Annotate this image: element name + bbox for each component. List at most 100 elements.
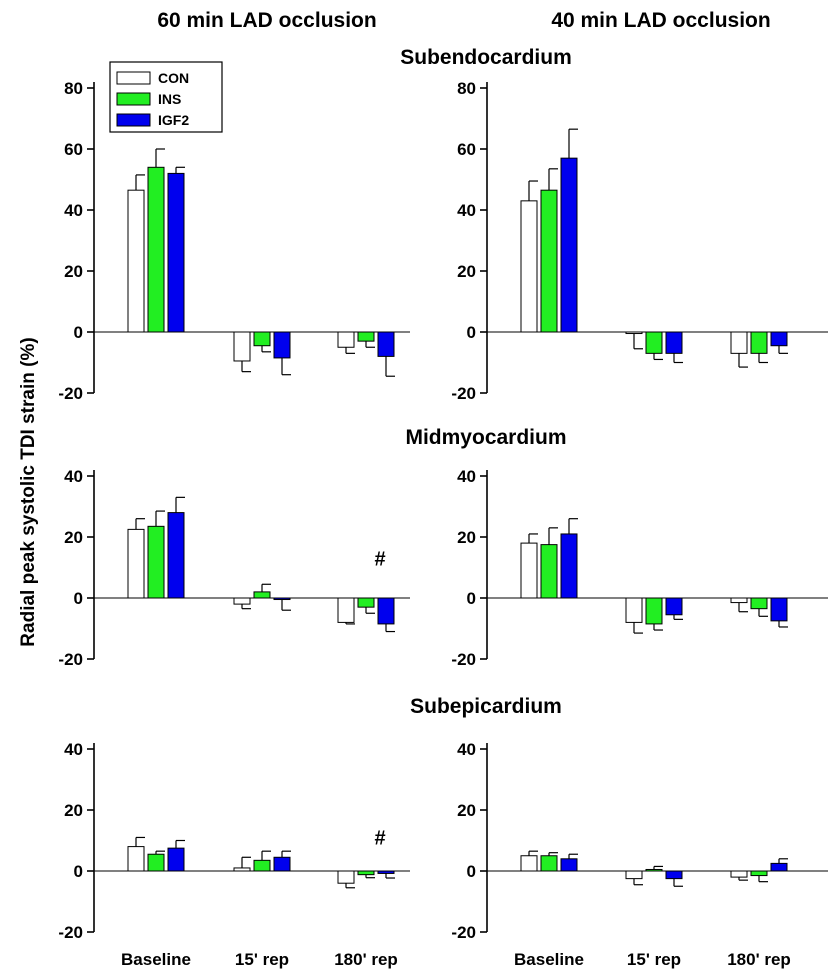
y-tick-label: -20 bbox=[451, 650, 476, 669]
legend: CON INS IGF2 bbox=[109, 61, 223, 133]
y-tick-label: 40 bbox=[64, 467, 83, 486]
y-tick-label: 0 bbox=[467, 589, 476, 608]
bar-igf2 bbox=[665, 597, 683, 616]
legend-swatch-ins bbox=[116, 92, 151, 106]
panel-midmyocardium-60min: -20 0 20 40 # bbox=[58, 467, 410, 669]
category-label: 180' rep bbox=[334, 950, 398, 969]
bar-igf2 bbox=[377, 870, 395, 874]
bar-igf2 bbox=[665, 331, 683, 354]
bar-ins bbox=[357, 870, 375, 876]
y-tick-label: 20 bbox=[457, 262, 476, 281]
bar-ins bbox=[147, 525, 165, 599]
bar-ins bbox=[540, 189, 558, 333]
bar-con bbox=[625, 870, 643, 880]
y-tick-label: 40 bbox=[457, 467, 476, 486]
bar-igf2 bbox=[770, 331, 788, 347]
significance-annotation: # bbox=[374, 827, 385, 849]
legend-label-igf2: IGF2 bbox=[158, 112, 189, 128]
bar-igf2 bbox=[167, 512, 185, 599]
bar-igf2 bbox=[167, 172, 185, 333]
bar-con bbox=[337, 597, 355, 623]
bar-igf2 bbox=[377, 597, 395, 625]
bar-con bbox=[625, 597, 643, 623]
bar-ins bbox=[750, 870, 768, 877]
legend-label-con: CON bbox=[158, 70, 189, 86]
y-tick-label: 20 bbox=[64, 262, 83, 281]
bar-ins bbox=[357, 597, 375, 608]
bar-ins bbox=[147, 166, 165, 333]
bar-ins bbox=[357, 331, 375, 342]
bar-con bbox=[127, 846, 145, 872]
bar-ins bbox=[645, 597, 663, 625]
bar-ins bbox=[645, 868, 663, 872]
y-tick-label: 40 bbox=[64, 201, 83, 220]
category-label: Baseline bbox=[514, 950, 584, 969]
y-tick-label: 80 bbox=[457, 79, 476, 98]
bar-ins bbox=[750, 331, 768, 354]
panel-subepicardium-60min: -20 0 20 40 Baseline 15' rep 180' rep # bbox=[58, 740, 410, 969]
bar-igf2 bbox=[560, 858, 578, 872]
y-axis-label: Radial peak systolic TDI strain (%) bbox=[18, 337, 39, 646]
bar-ins bbox=[253, 591, 271, 599]
y-tick-label: -20 bbox=[58, 650, 83, 669]
column-title-left: 60 min LAD occlusion bbox=[157, 9, 376, 32]
bar-con bbox=[730, 597, 748, 604]
y-tick-label: 0 bbox=[467, 862, 476, 881]
bar-con bbox=[127, 528, 145, 599]
y-tick-label: -20 bbox=[451, 384, 476, 403]
bar-igf2 bbox=[273, 597, 291, 601]
panel-subepicardium-40min: -20 0 20 40 Baseline 15' rep 180' rep bbox=[451, 740, 828, 969]
bar-con bbox=[730, 331, 748, 354]
bar-con bbox=[730, 870, 748, 878]
bar-igf2 bbox=[377, 331, 395, 357]
bar-igf2 bbox=[167, 847, 185, 872]
bar-con bbox=[625, 331, 643, 335]
y-tick-label: 20 bbox=[64, 528, 83, 547]
bar-igf2 bbox=[273, 331, 291, 359]
category-label: Baseline bbox=[121, 950, 191, 969]
bar-con bbox=[520, 200, 538, 333]
bar-con bbox=[337, 870, 355, 884]
y-tick-label: -20 bbox=[58, 923, 83, 942]
y-tick-label: 20 bbox=[64, 801, 83, 820]
y-tick-label: 80 bbox=[64, 79, 83, 98]
bar-ins bbox=[645, 331, 663, 354]
y-tick-label: 20 bbox=[457, 801, 476, 820]
bar-con bbox=[233, 331, 251, 362]
bar-con bbox=[337, 331, 355, 348]
bar-igf2 bbox=[560, 533, 578, 599]
category-label: 15' rep bbox=[627, 950, 681, 969]
bar-con bbox=[233, 867, 251, 872]
bar-ins bbox=[540, 544, 558, 599]
bar-igf2 bbox=[770, 862, 788, 872]
y-tick-label: -20 bbox=[451, 923, 476, 942]
y-tick-label: 40 bbox=[64, 740, 83, 759]
legend-swatch-igf2 bbox=[116, 113, 151, 127]
y-tick-label: 40 bbox=[457, 201, 476, 220]
column-title-right: 40 min LAD occlusion bbox=[551, 9, 770, 32]
panel-subendocardium-40min: -20 0 20 40 60 80 bbox=[451, 79, 828, 403]
row-title-subendocardium: Subendocardium bbox=[400, 46, 572, 69]
category-label: 15' rep bbox=[235, 950, 289, 969]
significance-annotation: # bbox=[374, 548, 385, 570]
bar-ins bbox=[147, 853, 165, 872]
panel-midmyocardium-40min: -20 0 20 40 bbox=[451, 467, 828, 669]
bar-ins bbox=[750, 597, 768, 610]
y-tick-label: -20 bbox=[58, 384, 83, 403]
row-title-midmyocardium: Midmyocardium bbox=[405, 426, 566, 449]
bar-igf2 bbox=[770, 597, 788, 622]
bar-igf2 bbox=[560, 157, 578, 333]
bar-ins bbox=[253, 859, 271, 872]
legend-label-ins: INS bbox=[158, 91, 181, 107]
bar-con bbox=[233, 597, 251, 605]
y-tick-label: 40 bbox=[457, 740, 476, 759]
y-tick-label: 60 bbox=[457, 140, 476, 159]
y-tick-label: 0 bbox=[74, 589, 83, 608]
category-label: 180' rep bbox=[727, 950, 791, 969]
bar-igf2 bbox=[273, 856, 291, 872]
panel-subendocardium-60min: -20 0 20 40 60 80 bbox=[58, 79, 410, 403]
bar-ins bbox=[253, 331, 271, 347]
y-tick-label: 20 bbox=[457, 528, 476, 547]
legend-swatch-con bbox=[116, 71, 151, 85]
